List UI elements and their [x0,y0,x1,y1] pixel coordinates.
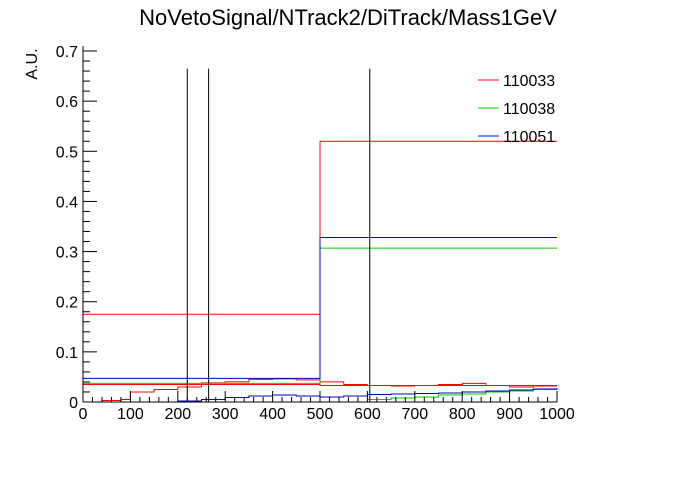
x-tick-label-900: 900 [496,406,523,423]
vertical-marker-lines [186,68,371,402]
x-tick-label-800: 800 [449,406,476,423]
x-tick-label-0: 0 [79,406,88,423]
x-tick-label-1000: 1000 [539,406,575,423]
histogram-110033-layer-0 [83,140,557,315]
legend-label-110033: 110033 [503,73,555,90]
histogram-series-group [83,140,558,403]
y-axis-label: A.U. [24,48,41,79]
y-tick-label-0.5: 0.5 [56,144,78,161]
y-tick-label-0.6: 0.6 [56,94,78,111]
y-tick-label-0.4: 0.4 [56,194,78,211]
x-tick-label-200: 200 [164,406,191,423]
y-tick-label-0.3: 0.3 [56,245,78,262]
x-tick-label-400: 400 [259,406,286,423]
y-tick-label-0.1: 0.1 [56,345,78,362]
legend-label-110051: 110051 [503,129,555,146]
x-tick-label-100: 100 [117,406,144,423]
y-tick-label-0.7: 0.7 [56,44,78,61]
x-axis-ticks: 0 100 200 300 400 500 600 700 800 900 1000 [79,391,575,423]
histogram-110033-layer-2 [83,384,557,386]
x-tick-label-500: 500 [307,406,334,423]
legend: 110033 110038 110051 [478,73,555,146]
x-tick-label-700: 700 [401,406,428,423]
histogram-110051-layer-0 [83,237,557,379]
y-tick-label-0.2: 0.2 [56,295,78,312]
x-tick-label-300: 300 [212,406,239,423]
legend-label-110038: 110038 [503,101,555,118]
y-axis-ticks: 0 0.1 0.2 0.3 0.4 0.5 0.6 0.7 [56,44,97,412]
y-tick-label-0: 0 [69,395,78,412]
x-tick-label-600: 600 [354,406,381,423]
chart-title: NoVetoSignal/NTrack2/DiTrack/Mass1GeV [139,5,557,30]
